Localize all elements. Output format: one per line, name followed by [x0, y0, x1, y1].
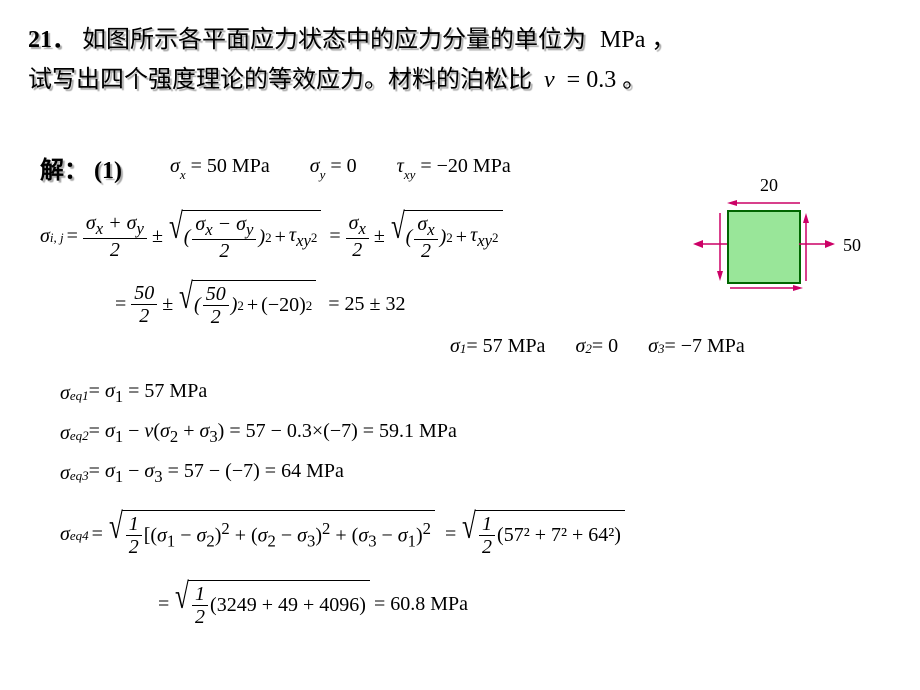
sqrt-1: √ (σx − σy2)2 +τxy2	[166, 210, 321, 262]
pm: ±	[162, 293, 173, 316]
s2-sub: 2	[585, 341, 592, 357]
seq2-sub: eq2	[70, 428, 89, 444]
principal-formula-2: = 502 ± √ (502)2 +(−20)2 = 25 ± 32	[112, 280, 409, 328]
seq1-sym: σ	[60, 382, 70, 405]
shear-arrow-right	[801, 211, 811, 283]
pm2: ±	[374, 225, 385, 248]
label-50: 50	[843, 235, 861, 256]
tau-xy-sym: τ	[397, 155, 404, 177]
s2-sym: σ	[575, 335, 585, 358]
part-label: (1)	[94, 158, 122, 184]
seq1-sub: eq1	[70, 388, 89, 404]
eq: =	[67, 225, 78, 248]
sigma-y-sub: y	[320, 167, 326, 182]
problem-text-2a: 试写出四个强度理论的等效应力。材料的泊松比	[28, 67, 532, 93]
unit-mpa: MPa	[600, 27, 645, 53]
tau-xy-val: = −20 MPa	[415, 155, 510, 177]
sigma-eq4-line1: σeq4 = √ 12 [(σ1 − σ2)2 + (σ2 − σ3)2 + (…	[60, 510, 625, 558]
principal-formula-1: σi, j = σx + σy2 ± √ (σx − σy2)2 +τxy2 =…	[40, 210, 503, 262]
solve-text: 解：	[40, 158, 88, 184]
label-20: 20	[760, 175, 778, 196]
s3-sub: 3	[658, 341, 665, 357]
sigma-eq4-line2: = √ 12 (3249 + 49 + 4096) = 60.8 MPa	[155, 580, 468, 628]
eq: =	[158, 593, 169, 616]
seq2-sym: σ	[60, 422, 70, 445]
stress-diagram: 20 50	[685, 195, 885, 315]
eq: =	[115, 293, 126, 316]
solution-label: 解： (1)	[40, 150, 122, 185]
poisson-symbol: ν	[544, 67, 555, 93]
seq2-text: = σ1 − ν(σ2 + σ3) = 57 − 0.3×(−7) = 59.1…	[89, 420, 457, 447]
sigma-eq3: σeq3 = σ1 − σ3 = 57 − (−7) = 64 MPa	[60, 460, 344, 487]
sigma-ij-sub: i, j	[50, 230, 64, 246]
sigma-y-val: = 0	[325, 155, 356, 177]
given-values: σx = 50 MPa σy = 0 τxy = −20 MPa	[170, 155, 511, 181]
s3-sym: σ	[648, 335, 658, 358]
shear-arrow-left	[715, 211, 725, 283]
eq: =	[92, 523, 103, 546]
sqrt-3: √ (502)2 +(−20)2	[176, 280, 316, 328]
nums2: (3249 + 49 + 4096)	[210, 594, 366, 617]
tau-xy-sub: xy	[404, 167, 416, 182]
frac-3: σx2	[346, 212, 369, 261]
sqrt-eq4a: √ 12 [(σ1 − σ2)2 + (σ2 − σ3)2 + (σ3 − σ1…	[106, 510, 435, 558]
s2-val: = 0	[592, 335, 618, 358]
sigma-eq2: σeq2 = σ1 − ν(σ2 + σ3) = 57 − 0.3×(−7) =…	[60, 420, 457, 447]
sigma-x-sub: x	[180, 167, 186, 182]
sigma-eq1: σeq1 = σ1 = 57 MPa	[60, 380, 207, 407]
result: = 25 ± 32	[328, 293, 405, 316]
sigma-x-sym: σ	[170, 155, 180, 177]
seq3-text: = σ1 − σ3 = 57 − (−7) = 64 MPa	[89, 460, 344, 487]
stress-element	[727, 210, 801, 284]
problem-text-1a: 如图所示各平面应力状态中的应力分量的单位为	[82, 27, 586, 53]
seq3-sub: eq3	[70, 468, 89, 484]
eq2: =	[445, 523, 456, 546]
poisson-value: = 0.3	[567, 67, 617, 93]
sigma-ij-sym: σ	[40, 225, 50, 248]
s1-sub: 1	[460, 341, 467, 357]
eq2: =	[329, 225, 340, 248]
principal-values: σ1 = 57 MPa σ2 = 0 σ3 = −7 MPa	[450, 335, 745, 358]
frac-50-2: 502	[131, 282, 157, 327]
seq4-sym: σ	[60, 523, 70, 546]
end: 。	[622, 67, 646, 93]
s1-sym: σ	[450, 335, 460, 358]
result: = 60.8 MPa	[374, 593, 468, 616]
shear-arrow-top	[725, 198, 805, 208]
sigma-y-sym: σ	[310, 155, 320, 177]
sqrt-eq4c: √ 12 (3249 + 49 + 4096)	[172, 580, 370, 628]
s3-val: = −7 MPa	[664, 335, 744, 358]
seq1-text: = σ1 = 57 MPa	[89, 380, 208, 407]
nums: (57² + 7² + 64²)	[497, 524, 621, 547]
sqrt-eq4b: √ 12 (57² + 7² + 64²)	[459, 510, 625, 558]
pm: ±	[152, 225, 163, 248]
sqrt-2: √ (σx2)2 +τxy2	[388, 210, 503, 262]
comma: ，	[651, 27, 675, 53]
shear-arrow-bottom	[725, 283, 805, 293]
problem-statement: 21． 如图所示各平面应力状态中的应力分量的单位为 MPa ， 试写出四个强度理…	[28, 20, 888, 100]
seq4-sub: eq4	[70, 528, 89, 544]
problem-number: 21．	[28, 27, 76, 53]
s1-val: = 57 MPa	[466, 335, 545, 358]
seq3-sym: σ	[60, 462, 70, 485]
frac-1: σx + σy2	[83, 212, 147, 261]
sigma-x-val: = 50 MPa	[186, 155, 270, 177]
